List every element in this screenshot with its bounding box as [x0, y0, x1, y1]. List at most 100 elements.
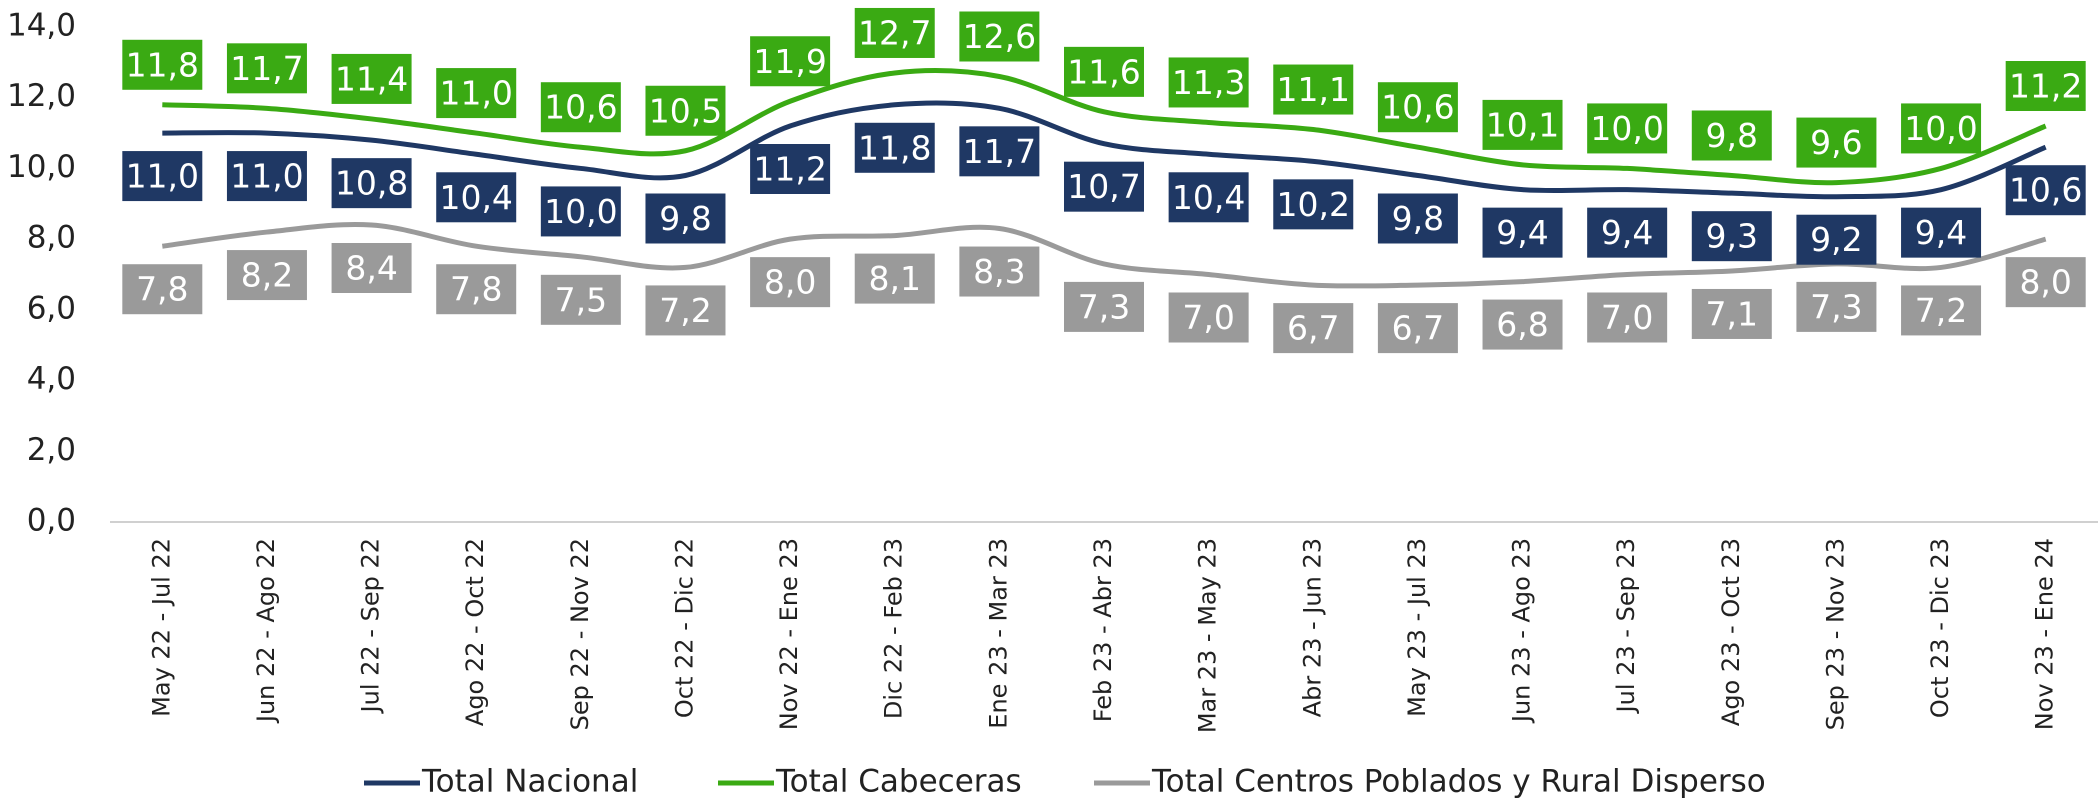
value-label: 7,5: [555, 280, 607, 319]
value-label-box: [750, 36, 831, 87]
value-label-box: [540, 274, 621, 325]
legend-label: Total Centros Poblados y Rural Disperso: [1151, 764, 1766, 800]
value-label: 9,2: [1810, 220, 1862, 259]
x-tick-label: May 22 - Jul 22: [147, 538, 175, 717]
value-label: 8,0: [2019, 263, 2071, 302]
value-label: 11,6: [1067, 52, 1140, 91]
value-label: 11,7: [963, 132, 1036, 171]
value-label-box: [2005, 61, 2086, 111]
value-label-box: [1377, 193, 1458, 244]
value-label: 10,0: [1590, 109, 1663, 148]
value-label: 7,3: [1810, 287, 1862, 326]
value-label: 11,9: [753, 42, 826, 81]
y-tick-label: 2,0: [27, 432, 76, 468]
value-label-box: [540, 186, 621, 237]
value-label-box: [122, 264, 203, 315]
value-label: 11,0: [439, 74, 512, 113]
value-label: 7,8: [450, 270, 502, 309]
value-label-box: [1168, 172, 1249, 223]
value-label: 11,2: [753, 150, 826, 189]
value-label: 8,1: [868, 259, 920, 298]
value-label: 7,1: [1706, 294, 1758, 333]
value-label: 10,5: [649, 91, 722, 130]
x-tick-label: May 23 - Jul 23: [1403, 538, 1431, 717]
value-label-box: [750, 257, 831, 308]
series-line: [161, 221, 2047, 289]
value-label-box: [1273, 64, 1354, 115]
x-tick-label: Feb 23 - Abr 23: [1089, 538, 1117, 722]
value-label-box: [1377, 303, 1458, 354]
value-label-box: [331, 243, 412, 293]
value-label: 7,2: [659, 291, 711, 330]
value-label-box: [1691, 110, 1772, 161]
y-tick-label: 14,0: [7, 8, 76, 44]
value-label-box: [854, 122, 935, 173]
value-label: 8,2: [241, 256, 293, 295]
x-tick-label: Jul 23 - Sep 23: [1612, 538, 1640, 714]
value-label: 11,4: [335, 59, 408, 98]
value-label-box: [226, 250, 307, 301]
value-label-box: [1796, 214, 1877, 265]
value-label: 6,7: [1287, 309, 1339, 348]
x-tick-label: Jun 22 - Ago 22: [252, 538, 280, 724]
value-label: 12,7: [858, 13, 931, 52]
value-label: 9,4: [1915, 213, 1967, 252]
value-label: 9,6: [1810, 123, 1862, 162]
value-label-box: [959, 246, 1040, 297]
value-label-box: [645, 193, 726, 244]
x-tick-label: Nov 22 - Ene 23: [775, 538, 803, 730]
value-label: 11,1: [1277, 70, 1350, 109]
value-label-box: [122, 151, 203, 202]
value-label-box: [1482, 207, 1563, 258]
value-label-box: [436, 68, 517, 119]
value-label: 11,7: [230, 49, 303, 88]
value-label-box: [1796, 117, 1877, 168]
value-label: 9,8: [1706, 116, 1758, 155]
value-label-box: [1901, 285, 1982, 336]
y-tick-label: 8,0: [27, 220, 76, 256]
value-label: 10,2: [1277, 185, 1350, 224]
value-label-box: [1064, 46, 1144, 97]
value-label: 6,7: [1392, 309, 1444, 348]
value-label-box: [1796, 281, 1877, 332]
value-label: 11,0: [126, 157, 199, 196]
value-label-box: [2005, 165, 2086, 216]
x-tick-label: Dic 22 - Feb 23: [880, 538, 908, 719]
value-label: 8,3: [973, 252, 1025, 291]
value-label: 7,2: [1915, 291, 1967, 330]
value-label-box: [436, 172, 517, 223]
y-tick-label: 6,0: [27, 290, 76, 326]
series-line: [162, 100, 2047, 200]
value-label: 11,3: [1172, 63, 1245, 102]
value-label-box: [1587, 292, 1668, 343]
value-label: 6,8: [1496, 305, 1548, 344]
value-label: 8,0: [764, 263, 816, 302]
x-tick-label: Oct 23 - Dic 23: [1926, 538, 1954, 718]
value-label-box: [226, 151, 307, 202]
x-tick-label: Sep 22 - Nov 22: [566, 538, 594, 730]
value-label: 10,4: [439, 178, 512, 217]
value-label: 11,0: [230, 157, 303, 196]
x-tick-label: Abr 23 - Jun 23: [1298, 538, 1326, 717]
value-label-box: [854, 253, 935, 304]
value-label-box: [1377, 82, 1458, 133]
value-label-box: [1901, 103, 1982, 154]
value-label: 9,3: [1706, 217, 1758, 256]
value-label: 10,6: [544, 88, 617, 127]
value-label: 9,4: [1601, 213, 1653, 252]
series-line: [162, 68, 2047, 186]
x-tick-label: Ago 22 - Oct 22: [461, 538, 489, 726]
x-tick-label: Nov 23 - Ene 24: [2031, 538, 2059, 730]
value-label-box: [1168, 57, 1249, 108]
x-tick-label: Oct 22 - Dic 22: [670, 538, 698, 718]
legend-label: Total Cabeceras: [775, 764, 1022, 800]
x-tick-label: Jul 22 - Sep 22: [357, 538, 385, 714]
value-label: 9,8: [659, 199, 711, 238]
value-label: 7,8: [136, 270, 188, 309]
value-label-box: [1064, 281, 1144, 332]
value-label: 7,3: [1078, 287, 1130, 326]
x-tick-label: Sep 23 - Nov 23: [1821, 538, 1849, 730]
value-label: 11,8: [858, 128, 931, 167]
value-label: 10,6: [2009, 171, 2082, 210]
